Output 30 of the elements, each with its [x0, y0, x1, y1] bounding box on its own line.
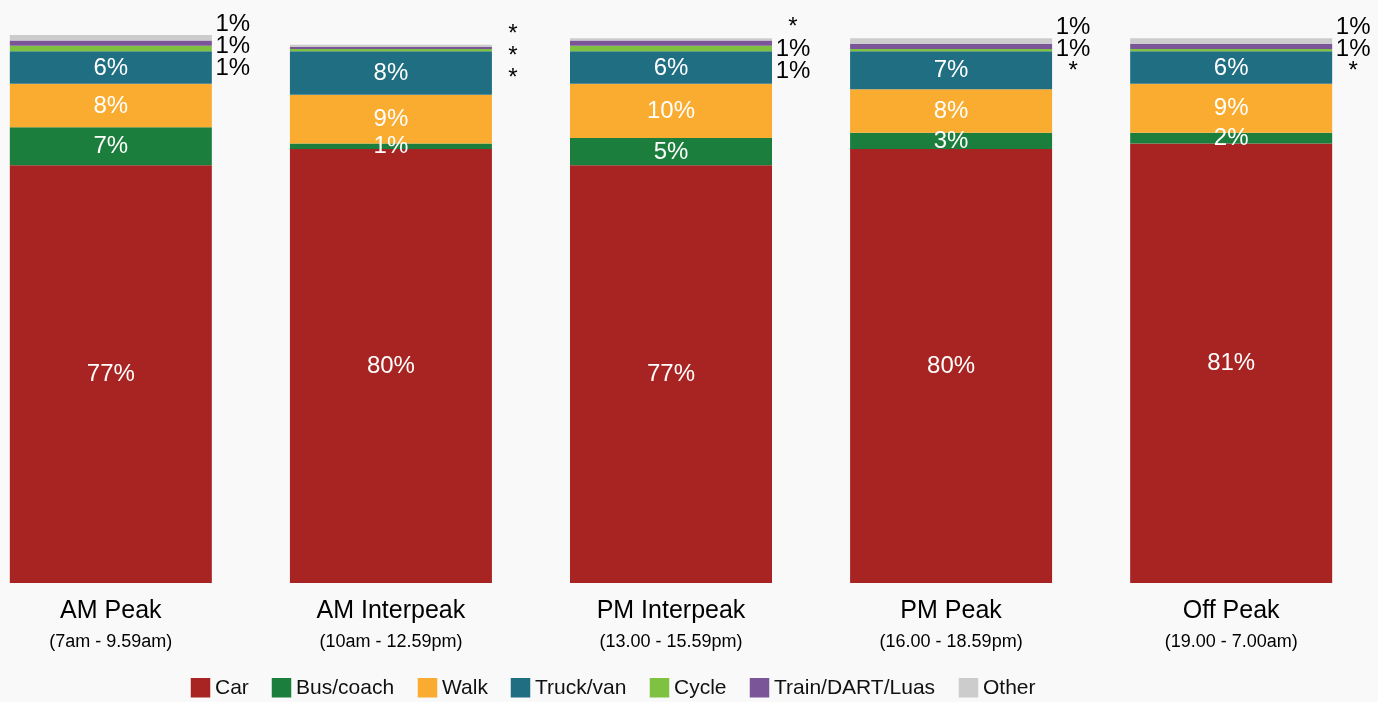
category-label: AM Interpeak (10am - 12.59pm): [316, 595, 466, 651]
data-label: 6%: [93, 52, 129, 80]
legend-label: Truck/van: [535, 674, 627, 698]
data-label: 7%: [93, 131, 129, 159]
category-label: PM Interpeak (13.00 - 15.59pm): [596, 595, 746, 651]
category-label: AM Peak (7am - 9.59am): [49, 595, 173, 651]
data-label: 6%: [1213, 52, 1249, 80]
data-label: 3%: [933, 125, 969, 153]
data-label: 5%: [653, 136, 689, 164]
legend-label: Train/DART/Luas: [774, 674, 936, 698]
category-label: Off Peak (19.00 - 7.00am): [1164, 595, 1298, 651]
data-label: 81%: [1207, 348, 1256, 376]
data-label: 80%: [366, 350, 415, 378]
data-label: 77%: [646, 359, 696, 387]
data-label: 8%: [93, 90, 129, 118]
data-label: 7%: [933, 55, 969, 83]
data-label: 9%: [373, 104, 409, 132]
data-label: 6%: [653, 52, 689, 80]
category-label: PM Peak (16.00 - 18.59pm): [879, 595, 1023, 651]
data-label: 8%: [933, 95, 969, 123]
legend-label: Car: [215, 674, 249, 698]
data-label: 77%: [86, 359, 135, 387]
data-label: 9%: [1213, 93, 1249, 121]
data-label: 80%: [927, 350, 976, 378]
legend-label: Bus/coach: [296, 674, 395, 698]
legend-label: Other: [983, 674, 1036, 698]
legend-label: Cycle: [674, 674, 727, 698]
data-label: 8%: [373, 57, 409, 85]
data-label: 10%: [646, 95, 696, 123]
legend-label: Walk: [442, 674, 489, 698]
